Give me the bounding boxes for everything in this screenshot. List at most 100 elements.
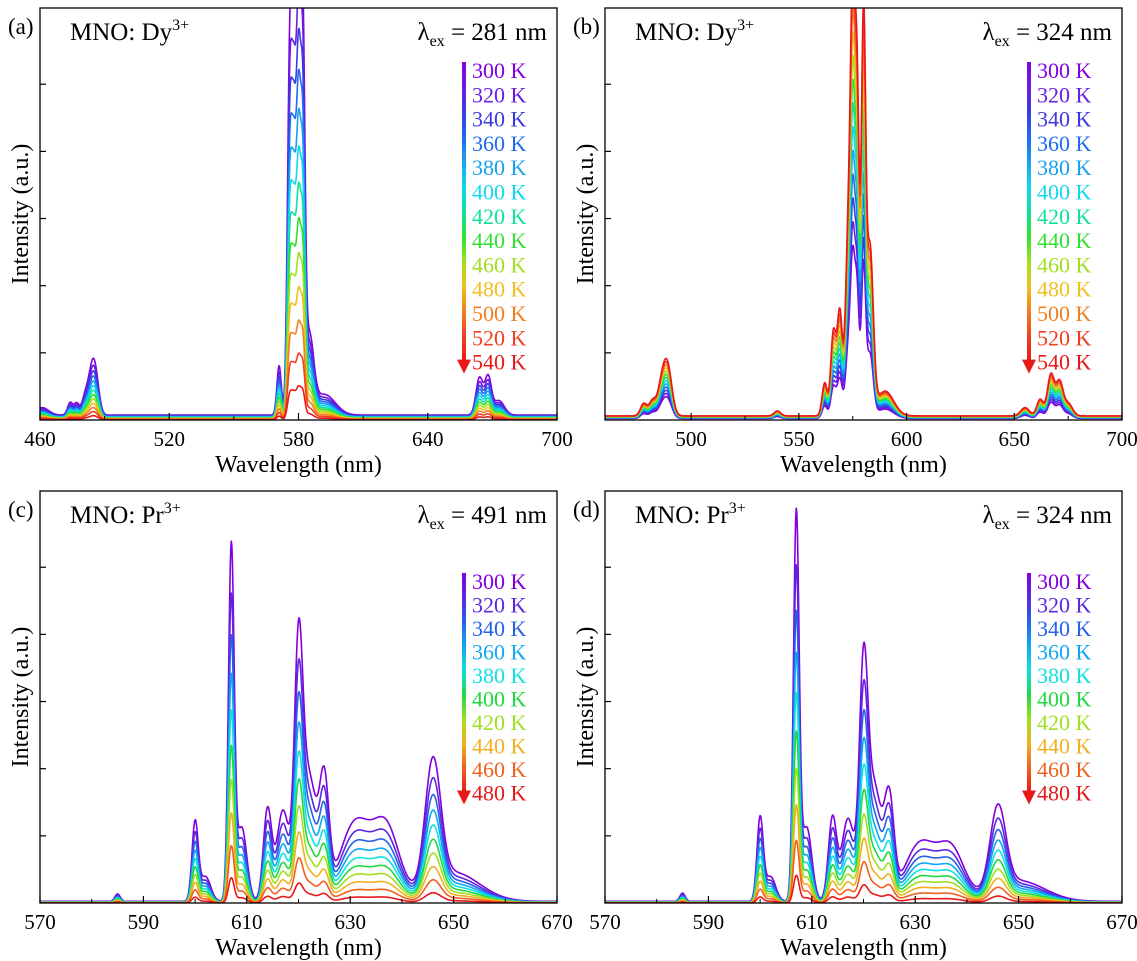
legend-entry: 400 K	[472, 687, 527, 712]
x-tick-label: 640	[412, 427, 444, 451]
legend-entry: 380 K	[472, 155, 527, 180]
x-tick-label: 590	[128, 910, 160, 934]
y-axis-label: Intensity (a.u.)	[8, 144, 34, 285]
legend-entry: 440 K	[1037, 228, 1092, 253]
title-text: MNO: Dy	[635, 19, 738, 46]
panel-a: 460 520 580 640 700 Wavelength (nm) Intensity …	[8, 7, 573, 478]
series-line-440k	[605, 803, 1122, 903]
legend-entry: 480 K	[1037, 781, 1092, 806]
x-tick-label: 570	[589, 910, 621, 934]
excitation-value: = 281 nm	[445, 19, 548, 46]
panel-title: MNO: Pr3+	[635, 500, 746, 529]
x-tick-label: 670	[1106, 910, 1137, 934]
y-axis-label: Intensity (a.u.)	[8, 627, 34, 768]
title-superscript: 3+	[729, 500, 746, 517]
legend-entry: 460 K	[1037, 252, 1092, 277]
legend-entry: 420 K	[472, 204, 527, 229]
legend-entry: 360 K	[472, 640, 527, 665]
panel-label: (d)	[573, 497, 600, 522]
legend-entry: 300 K	[1037, 58, 1092, 83]
title-superscript: 3+	[172, 17, 189, 34]
excitation-label: λex = 324 nm	[982, 502, 1112, 533]
legend-entry: 340 K	[1037, 616, 1092, 641]
excitation-subscript: ex	[995, 516, 1010, 533]
legend-entry: 340 K	[472, 616, 527, 641]
excitation-symbol: λ	[982, 19, 994, 46]
legend-entry: 520 K	[472, 325, 527, 350]
x-tick-label: 600	[891, 427, 923, 451]
legend-arrow-head	[457, 790, 471, 805]
legend-entry: 300 K	[472, 58, 527, 83]
title-text: MNO: Dy	[70, 19, 173, 46]
x-tick-label: 570	[24, 910, 56, 934]
legend-arrow-shaft	[462, 573, 466, 793]
panel-d: 570 590 610 630 650 670 Wavelength (nm) Intensi…	[573, 490, 1137, 961]
legend-entry: 520 K	[1037, 325, 1092, 350]
panel-title: MNO: Dy3+	[635, 17, 754, 46]
legend-entry: 500 K	[472, 301, 527, 326]
legend-arrow-shaft	[1027, 62, 1031, 362]
title-text: MNO: Pr	[70, 502, 164, 529]
excitation-subscript: ex	[995, 33, 1010, 50]
legend-arrow-head	[457, 359, 471, 374]
excitation-value: = 491 nm	[445, 502, 548, 529]
title-text: MNO: Pr	[635, 502, 729, 529]
x-tick-label: 580	[283, 427, 315, 451]
x-tick-label: 650	[999, 427, 1031, 451]
legend-entry: 320 K	[472, 593, 527, 618]
x-tick-label: 670	[541, 910, 573, 934]
x-tick-label: 520	[154, 427, 186, 451]
legend-entry: 480 K	[1037, 277, 1092, 302]
legend-entry: 380 K	[1037, 155, 1092, 180]
panel-label: (b)	[573, 14, 600, 39]
x-tick-label: 630	[334, 910, 366, 934]
legend-entry: 460 K	[472, 252, 527, 277]
excitation-subscript: ex	[430, 516, 445, 533]
legend-entry: 380 K	[1037, 663, 1092, 688]
y-axis-label: Intensity (a.u.)	[573, 144, 599, 285]
x-tick-label: 550	[783, 427, 815, 451]
legend-entry: 440 K	[472, 734, 527, 759]
legend-entry: 480 K	[472, 277, 527, 302]
title-superscript: 3+	[164, 500, 181, 517]
x-tick-label: 650	[438, 910, 470, 934]
x-tick-label: 700	[1106, 427, 1137, 451]
legend-entry: 460 K	[472, 757, 527, 782]
x-tick-label: 610	[796, 910, 828, 934]
panel-c: 570 590 610 630 650 670 Wavelength (nm) Intensi…	[8, 490, 573, 961]
excitation-label: λex = 281 nm	[417, 19, 547, 50]
legend-entry: 500 K	[1037, 301, 1092, 326]
excitation-symbol: λ	[982, 502, 994, 529]
legend-entry: 340 K	[1037, 107, 1092, 132]
legend-entry: 360 K	[1037, 131, 1092, 156]
x-tick-label: 590	[693, 910, 725, 934]
legend-arrow-head	[1022, 790, 1036, 805]
legend-entry: 400 K	[1037, 180, 1092, 205]
x-tick-label: 500	[675, 427, 707, 451]
legend-arrow-shaft	[1027, 573, 1031, 793]
legend-entry: 460 K	[1037, 757, 1092, 782]
excitation-label: λex = 491 nm	[417, 502, 547, 533]
legend-entry: 480 K	[472, 781, 527, 806]
legend-entry: 320 K	[1037, 593, 1092, 618]
legend-entry: 300 K	[1037, 569, 1092, 594]
panel-title: MNO: Pr3+	[70, 500, 181, 529]
x-axis-label: Wavelength (nm)	[780, 452, 947, 478]
legend-entry: 540 K	[472, 350, 527, 375]
excitation-label: λex = 324 nm	[982, 19, 1112, 50]
legend-entry: 320 K	[472, 82, 527, 107]
legend-entry: 440 K	[1037, 734, 1092, 759]
x-tick-label: 630	[899, 910, 931, 934]
panel-label: (a)	[8, 14, 34, 39]
panel-title: MNO: Dy3+	[70, 17, 189, 46]
legend-entry: 540 K	[1037, 350, 1092, 375]
x-tick-label: 700	[541, 427, 573, 451]
legend-entry: 420 K	[472, 710, 527, 735]
legend-entry: 340 K	[472, 107, 527, 132]
legend-entry: 360 K	[1037, 640, 1092, 665]
legend-entry: 360 K	[472, 131, 527, 156]
